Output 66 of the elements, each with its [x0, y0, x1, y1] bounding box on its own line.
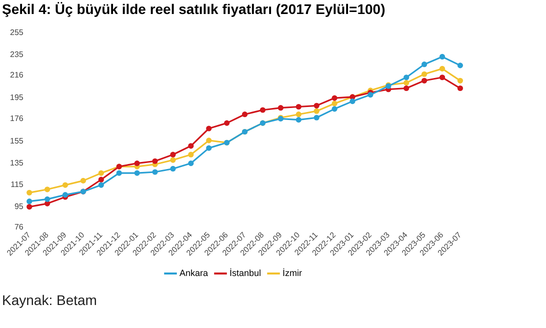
- point: [350, 98, 356, 104]
- point: [296, 104, 302, 110]
- point: [404, 85, 410, 92]
- legend-label: İzmir: [282, 268, 302, 278]
- point: [152, 158, 158, 164]
- legend-label: Ankara: [179, 268, 208, 278]
- point: [152, 169, 158, 175]
- point: [457, 62, 464, 68]
- y-tick-label: 176: [10, 114, 24, 123]
- point: [314, 114, 320, 120]
- point: [116, 170, 122, 176]
- point: [332, 100, 338, 106]
- point: [134, 160, 140, 166]
- point: [44, 186, 50, 192]
- point: [332, 106, 338, 112]
- point: [134, 170, 140, 176]
- point: [314, 102, 320, 108]
- point: [422, 62, 428, 68]
- point: [422, 78, 428, 84]
- y-tick-label: 155: [10, 136, 24, 146]
- point: [170, 152, 176, 158]
- point: [260, 107, 266, 113]
- point: [314, 108, 320, 114]
- point: [98, 176, 104, 182]
- point: [296, 112, 302, 118]
- y-tick-label: 115: [10, 180, 24, 190]
- point: [98, 170, 104, 176]
- legend-label: İstanbul: [230, 268, 262, 278]
- point: [404, 80, 410, 86]
- y-tick-label: 95: [14, 202, 24, 211]
- point: [242, 112, 248, 118]
- y-tick-label: 76: [14, 222, 24, 232]
- point: [26, 190, 32, 196]
- point: [26, 204, 32, 210]
- point: [44, 196, 50, 202]
- point: [278, 105, 284, 111]
- point: [206, 145, 212, 151]
- point: [170, 166, 176, 172]
- point: [457, 85, 464, 92]
- point: [188, 160, 194, 166]
- point: [188, 152, 194, 158]
- point: [80, 178, 86, 184]
- point: [98, 182, 104, 188]
- point: [26, 198, 32, 204]
- chart-title: Şekil 4: Üç büyük ilde reel satılık fiyatları (2017 Eylül=100): [2, 1, 386, 17]
- y-tick-label: 255: [10, 28, 24, 38]
- point: [404, 74, 410, 80]
- point: [296, 116, 302, 123]
- point: [188, 143, 194, 149]
- y-tick-label: 216: [10, 70, 24, 80]
- point: [332, 95, 338, 101]
- point: [206, 138, 212, 144]
- point: [439, 74, 446, 80]
- point: [62, 182, 68, 188]
- point: [368, 92, 374, 98]
- point: [170, 157, 176, 163]
- point: [206, 126, 212, 132]
- y-tick-label: 195: [10, 93, 24, 102]
- y-tick-label: 235: [10, 50, 24, 59]
- point: [457, 78, 464, 84]
- point: [422, 71, 428, 77]
- text: Kaynak: Betam: [2, 292, 97, 308]
- point: [224, 120, 230, 126]
- point: [439, 66, 446, 72]
- y-tick-label: 135: [10, 158, 24, 168]
- point: [439, 54, 446, 60]
